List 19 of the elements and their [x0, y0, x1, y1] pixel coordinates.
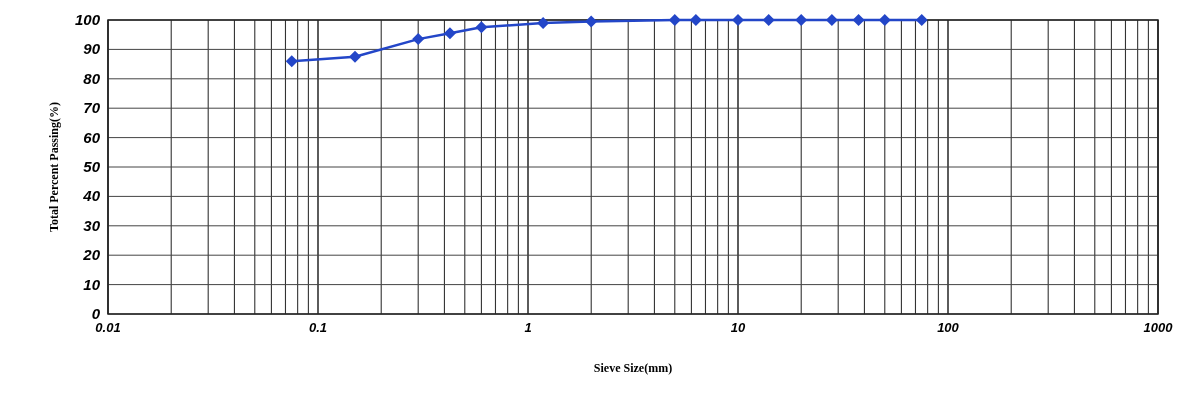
y-tick-label: 100: [74, 11, 101, 28]
y-tick-label: 70: [83, 99, 101, 117]
y-tick-label: 80: [83, 69, 101, 87]
x-tick-label: 10: [730, 320, 746, 335]
y-axis-title: Total Percent Passing(%): [47, 102, 61, 232]
y-tick-label: 90: [83, 40, 101, 58]
y-tick-label: 60: [83, 128, 101, 146]
x-tick-label: 100: [937, 320, 960, 335]
y-tick-label: 30: [83, 216, 101, 234]
y-tick-label: 40: [82, 187, 101, 205]
y-tick-label: 0: [91, 305, 101, 322]
x-tick-label: 0.01: [95, 320, 121, 335]
y-tick-label: 10: [83, 275, 101, 293]
x-axis-title: Sieve Size(mm): [593, 361, 673, 375]
x-tick-label: 0.1: [308, 320, 328, 335]
x-tick-label: 1000: [1143, 320, 1174, 335]
x-tick-label: 1: [524, 320, 532, 335]
y-tick-label: 50: [83, 158, 101, 175]
y-tick-label: 20: [82, 246, 101, 264]
